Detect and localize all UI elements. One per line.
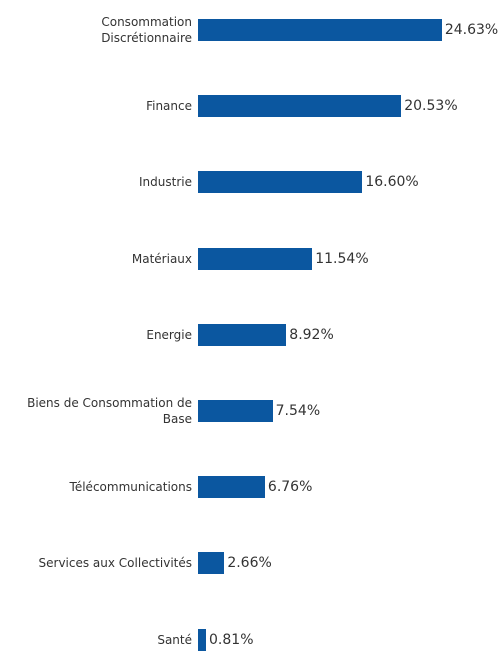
category-label: Télécommunications xyxy=(69,480,192,495)
bar xyxy=(198,95,402,118)
category-label: Matériaux xyxy=(131,251,192,266)
category-label: Industrie xyxy=(139,175,192,190)
category-label: Services aux Collectivités xyxy=(38,556,192,571)
bar xyxy=(198,171,363,194)
value-label: 8.92% xyxy=(289,326,334,343)
category-label: Biens de Consommation de Base xyxy=(27,396,192,426)
category-label: Energie xyxy=(146,327,192,342)
value-label: 6.76% xyxy=(267,479,313,496)
bar xyxy=(198,552,225,575)
category-label: Finance xyxy=(146,99,192,114)
category-label: Consommation Discrétionnaire xyxy=(101,15,192,45)
value-label: 2.66% xyxy=(227,555,272,572)
value-label: 0.81% xyxy=(209,631,254,648)
bar xyxy=(198,476,265,499)
category-label: Santé xyxy=(157,632,192,647)
bar xyxy=(198,628,207,651)
value-label: 11.54% xyxy=(315,250,369,267)
bar xyxy=(198,247,313,270)
value-label: 24.63% xyxy=(444,22,499,38)
bar xyxy=(198,400,273,422)
bar xyxy=(198,323,287,346)
value-label: 20.53% xyxy=(404,98,458,115)
value-label: 7.54% xyxy=(275,403,321,419)
bar xyxy=(198,19,442,41)
value-label: 16.60% xyxy=(365,174,419,191)
